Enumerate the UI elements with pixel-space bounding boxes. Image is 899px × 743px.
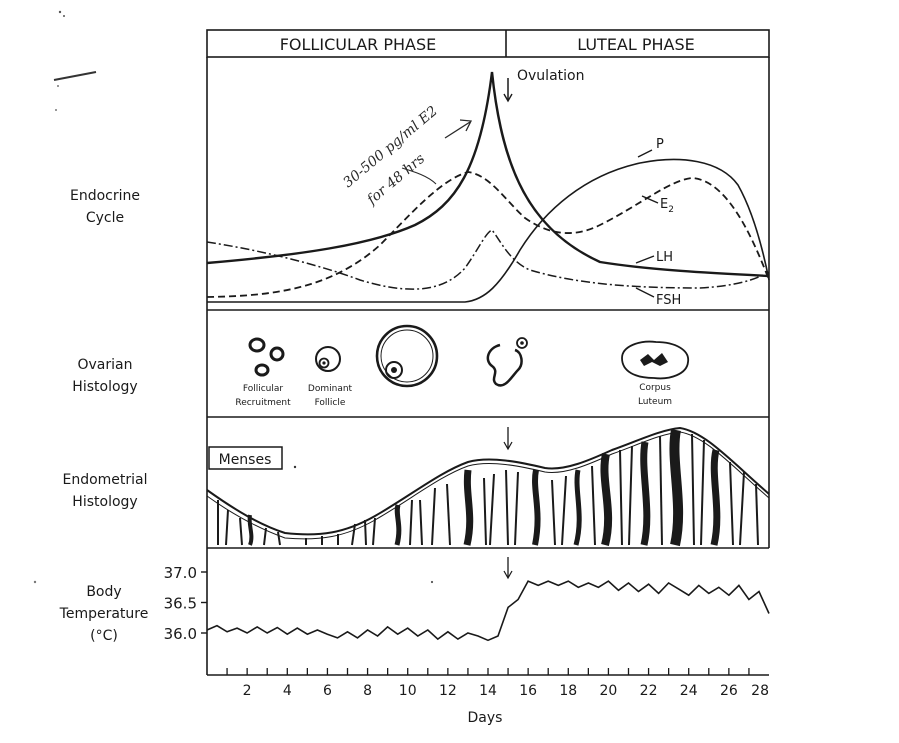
ovarian-panel: Follicular Recruitment Dominant Follicle… — [235, 324, 689, 408]
endocrine-panel: Ovulation P E2 LH FSH 30-500 pg/ml E2 fo… — [206, 68, 770, 308]
row-label-temperature-1: Body — [86, 584, 121, 600]
x-tick-label: 12 — [439, 683, 457, 699]
row-label-endometrial-1: Endometrial — [62, 472, 147, 488]
x-tick-label: 18 — [559, 683, 577, 699]
x-axis-title: Days — [468, 710, 503, 726]
row-label-ovarian-1: Ovarian — [78, 357, 133, 373]
row-label-endocrine-1: Endocrine — [70, 188, 140, 204]
estradiol-label: E2 — [660, 197, 674, 215]
preovulatory-follicle — [375, 324, 439, 388]
row-label-temperature-3: (°C) — [90, 628, 118, 644]
y-tick-label: 36.0 — [164, 625, 197, 643]
fsh-curve — [206, 229, 770, 290]
x-tick-label: 14 — [479, 683, 497, 699]
endometrial-panel: Menses — [206, 426, 770, 547]
handwritten-note: 30-500 pg/ml E2 for 48 hrs — [340, 103, 473, 209]
x-tick-label: 4 — [283, 683, 292, 699]
x-tick-label: 2 — [243, 683, 252, 699]
x-tick-label: 6 — [323, 683, 332, 699]
ovulation-marker-temperature — [503, 557, 513, 580]
corpus-luteum-drawing — [621, 340, 689, 380]
corpus-luteum-label-2: Luteum — [638, 397, 672, 407]
menses-label: Menses — [219, 452, 272, 468]
header-frame — [206, 29, 770, 58]
luteal-phase-label: LUTEAL PHASE — [577, 35, 695, 54]
ovulation-label: Ovulation — [517, 68, 584, 84]
x-tick-label: 20 — [600, 683, 618, 699]
y-tick-label: 37.0 — [164, 564, 197, 582]
ruptured-follicle — [486, 337, 528, 387]
row-label-temperature-2: Temperature — [59, 606, 149, 622]
scan-marks — [33, 10, 434, 584]
x-tick-label: 8 — [363, 683, 372, 699]
follicular-phase-label: FOLLICULAR PHASE — [280, 35, 437, 54]
dominant-follicle-drawing — [315, 346, 341, 372]
menses-box — [208, 446, 283, 470]
x-tick-label: 24 — [680, 683, 698, 699]
endometrium-surface — [206, 426, 770, 536]
ovulation-marker-endometrium — [503, 427, 513, 451]
follicular-recruitment-label-2: Recruitment — [235, 398, 291, 408]
x-tick-label: 16 — [519, 683, 537, 699]
estradiol-label-subscript: 2 — [668, 205, 674, 215]
endometrial-glands — [217, 429, 759, 547]
lh-label: LH — [656, 250, 673, 265]
row-label-ovarian-2: Histology — [72, 379, 137, 395]
corpus-luteum-label-1: Corpus — [639, 383, 671, 393]
recruitment-follicles — [248, 337, 285, 377]
x-tick-label: 22 — [640, 683, 658, 699]
progesterone-curve — [207, 158, 770, 303]
fsh-label: FSH — [656, 293, 681, 308]
phase-header: FOLLICULAR PHASE LUTEAL PHASE — [206, 29, 770, 58]
progesterone-label: P — [656, 137, 664, 152]
row-label-endometrial-2: Histology — [72, 494, 137, 510]
row-label-endocrine-2: Cycle — [86, 210, 124, 226]
x-tick-label: 26 — [720, 683, 738, 699]
dominant-follicle-label-1: Dominant — [308, 384, 353, 394]
lh-curve — [206, 71, 770, 278]
y-tick-label: 36.5 — [164, 595, 197, 613]
temperature-series-line — [206, 580, 770, 642]
dominant-follicle-label-2: Follicle — [315, 398, 346, 408]
ovulation-arrow — [503, 78, 513, 103]
x-tick-label: 28 — [751, 683, 769, 699]
temperature-chart: Days 37.036.536.02 4 6 8 10 12 14 16 18 20 22 24 26 2… — [164, 548, 770, 726]
e2-curve — [206, 171, 770, 298]
estradiol-label-e: E — [660, 197, 668, 212]
x-tick-label: 10 — [399, 683, 417, 699]
follicular-recruitment-label-1: Follicular — [243, 384, 284, 394]
row-labels: Endocrine Cycle Ovarian Histology Endome… — [59, 188, 149, 644]
